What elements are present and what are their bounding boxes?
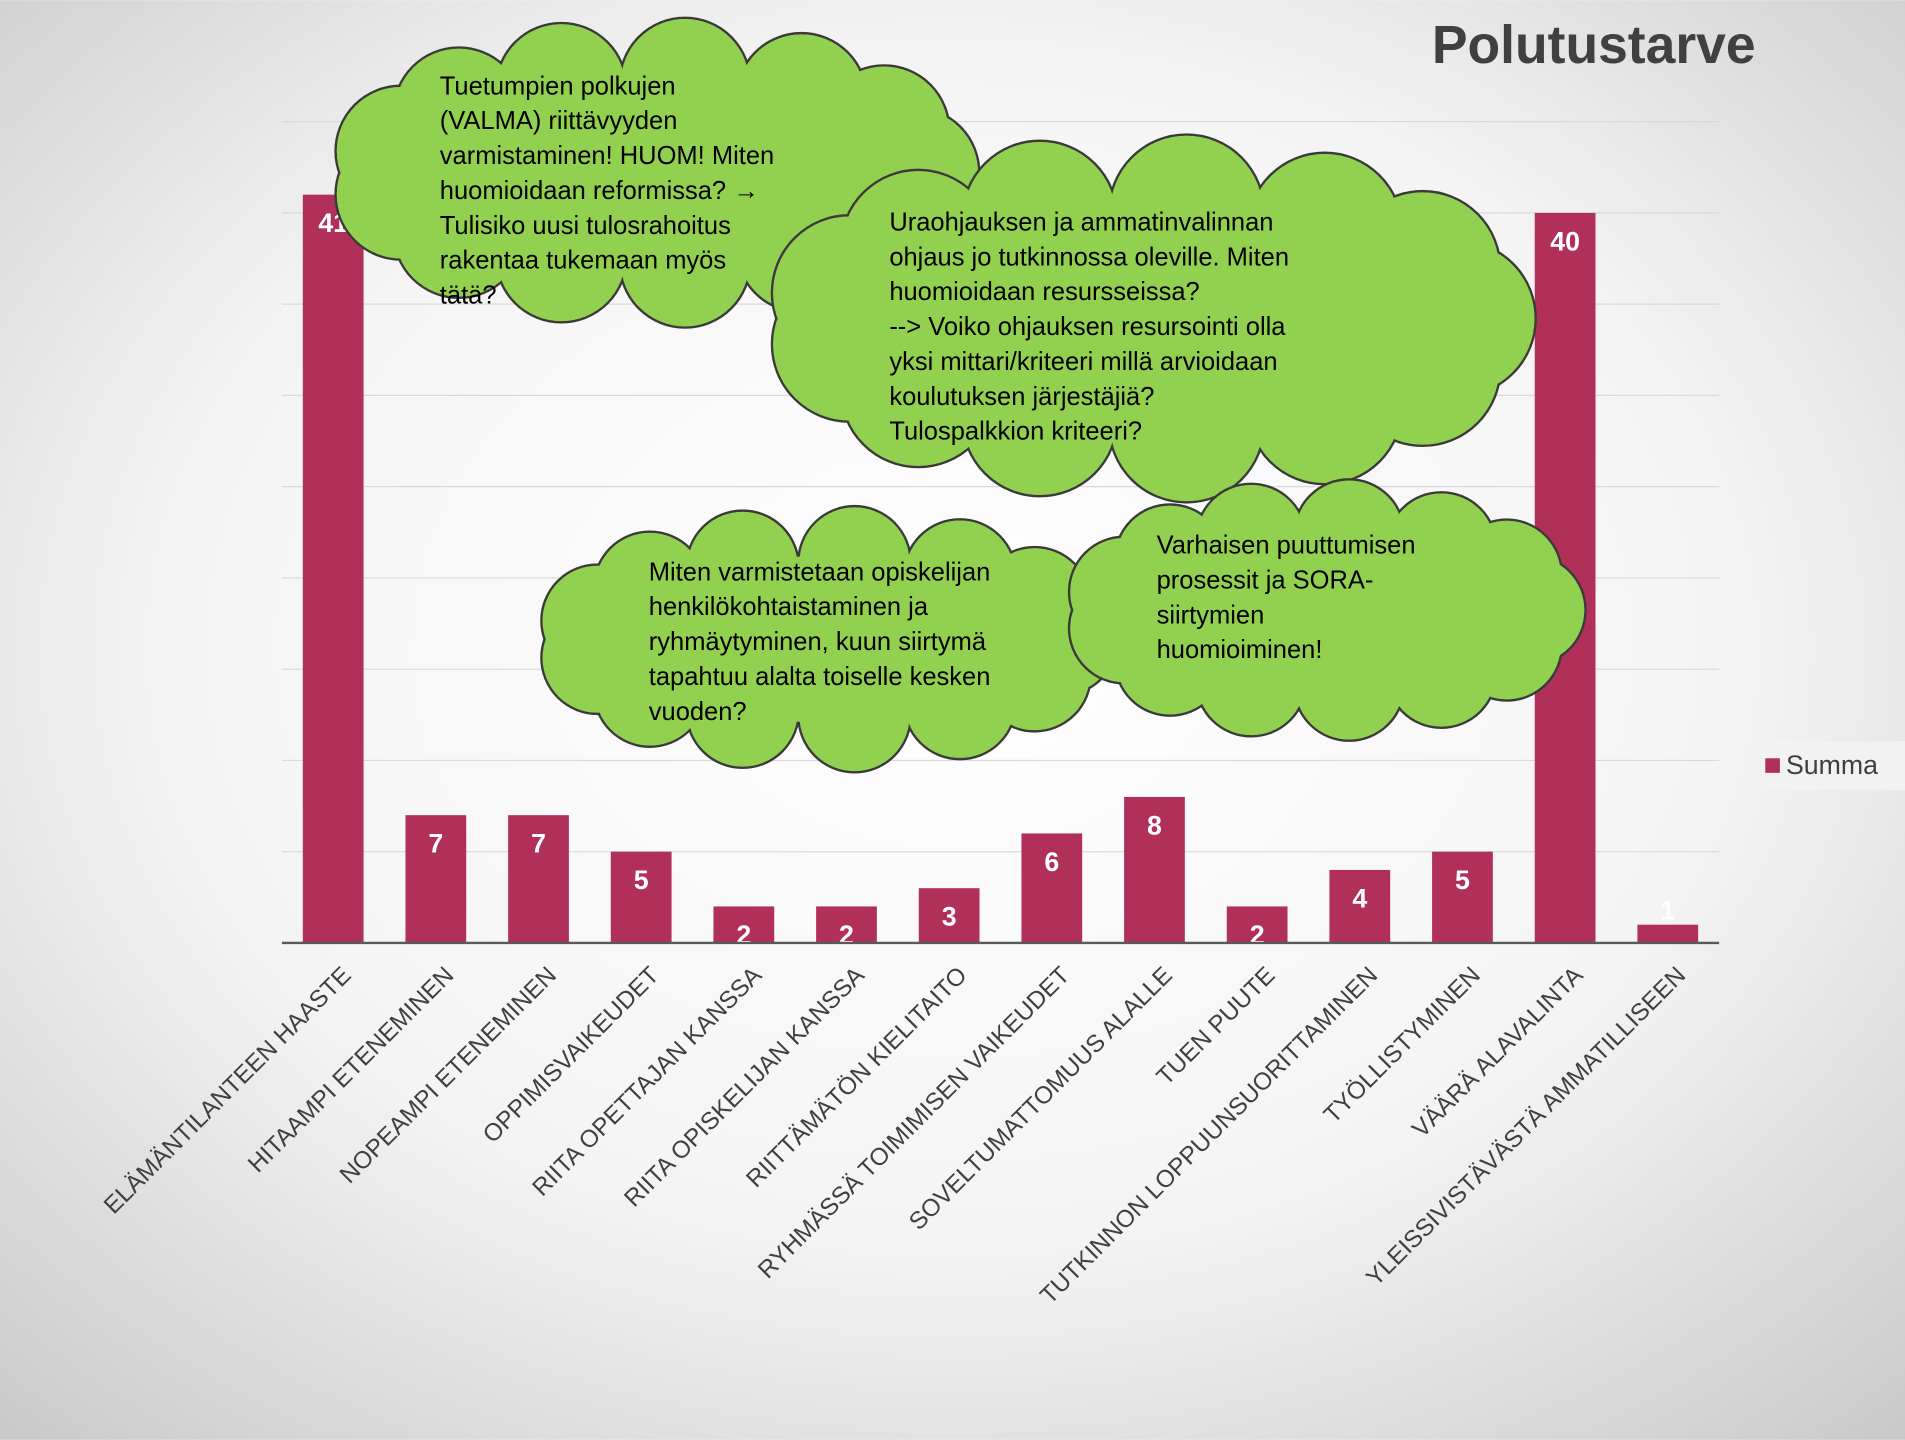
bar bbox=[1432, 851, 1493, 943]
legend-swatch bbox=[1765, 758, 1780, 773]
annotation-text: Uraohjauksen ja ammatinvalinnan bbox=[889, 208, 1273, 236]
legend-label: Summa bbox=[1786, 750, 1878, 780]
annotation-text: vuoden? bbox=[649, 698, 747, 726]
annotation-text: Tulospalkkion kriteeri? bbox=[889, 418, 1142, 446]
bar bbox=[1226, 906, 1288, 943]
value-label: 5 bbox=[634, 865, 649, 895]
bar bbox=[713, 906, 775, 943]
cloud-fill bbox=[1112, 528, 1536, 692]
value-label: 3 bbox=[942, 902, 957, 932]
bar bbox=[918, 888, 980, 943]
cloud-fill bbox=[386, 75, 921, 270]
annotation-text: huomioidaan resursseissa? bbox=[889, 278, 1199, 306]
value-label: 7 bbox=[531, 829, 546, 859]
annotation-text: (VALMA) riittävyyden bbox=[440, 107, 678, 135]
value-label: 1 bbox=[1660, 896, 1675, 926]
annotation-text: Tulisiko uusi tulosrahoitus bbox=[440, 212, 731, 240]
bar bbox=[610, 851, 672, 943]
annotation-text: siirtymien bbox=[1157, 601, 1265, 629]
value-label: 5 bbox=[1455, 865, 1470, 895]
annotation-text: huomioiminen! bbox=[1157, 636, 1323, 664]
cloud-fill bbox=[585, 556, 1068, 723]
annotation-text: Tuetumpien polkujen bbox=[440, 72, 676, 100]
bar bbox=[302, 194, 364, 943]
annotation-text: yksi mittari/kriteeri millä arvioidaan bbox=[889, 348, 1277, 376]
annotation-text: huomioidaan reformissa? → bbox=[440, 177, 759, 205]
bar bbox=[405, 815, 467, 943]
callout-cloud: Miten varmistetaan opiskelijan henkilökoh… bbox=[540, 504, 1119, 774]
annotation-text: ohjaus jo tutkinnossa oleville. Miten bbox=[889, 243, 1289, 271]
bar bbox=[508, 815, 569, 943]
callout-cloud: Uraohjauksen ja ammatinvalinnan ohjaus jo… bbox=[770, 133, 1537, 504]
annotation-text: ryhmäytyminen, kuun siirtymä bbox=[649, 628, 987, 656]
bar bbox=[1124, 796, 1185, 943]
annotation-text: Varhaisen puuttumisen bbox=[1157, 532, 1416, 560]
cloud-fill bbox=[832, 203, 1466, 434]
annotation-text: tapahtuu alalta toiselle kesken bbox=[649, 663, 991, 691]
annotation-text: Miten varmistetaan opiskelijan bbox=[649, 558, 991, 586]
annotation-text: --> Voiko ohjauksen resursointi olla bbox=[889, 313, 1286, 341]
bar bbox=[1637, 924, 1699, 943]
value-label: 6 bbox=[1044, 847, 1059, 877]
chart-title: Polutustarve bbox=[1432, 16, 1756, 75]
annotation-text: henkilökohtaistaminen ja bbox=[649, 593, 929, 621]
annotation-text: tätä? bbox=[440, 282, 497, 310]
value-label: 2 bbox=[1250, 920, 1265, 950]
value-label: 8 bbox=[1147, 810, 1162, 840]
bar bbox=[1329, 869, 1391, 943]
annotation-text: varmistaminen! HUOM! Miten bbox=[440, 142, 774, 170]
value-label: 4 bbox=[1352, 883, 1367, 913]
annotation-text: prosessit ja SORA- bbox=[1157, 566, 1374, 594]
bar bbox=[1021, 833, 1083, 943]
value-label: 40 bbox=[1550, 226, 1580, 256]
annotation-text: koulutuksen järjestäjiä? bbox=[889, 383, 1154, 411]
legend: Summa bbox=[1749, 741, 1905, 790]
bar bbox=[816, 906, 877, 943]
value-label: 2 bbox=[839, 920, 854, 950]
callout-cloud: Tuetumpien polkujen (VALMA) riittävyyden v… bbox=[334, 16, 981, 329]
value-label: 2 bbox=[736, 920, 751, 950]
value-label: 7 bbox=[428, 829, 443, 859]
annotation-text: rakentaa tukemaan myös bbox=[440, 247, 726, 275]
callout-cloud: Varhaisen puuttumisen prosessit ja SORA-s… bbox=[1067, 478, 1587, 742]
